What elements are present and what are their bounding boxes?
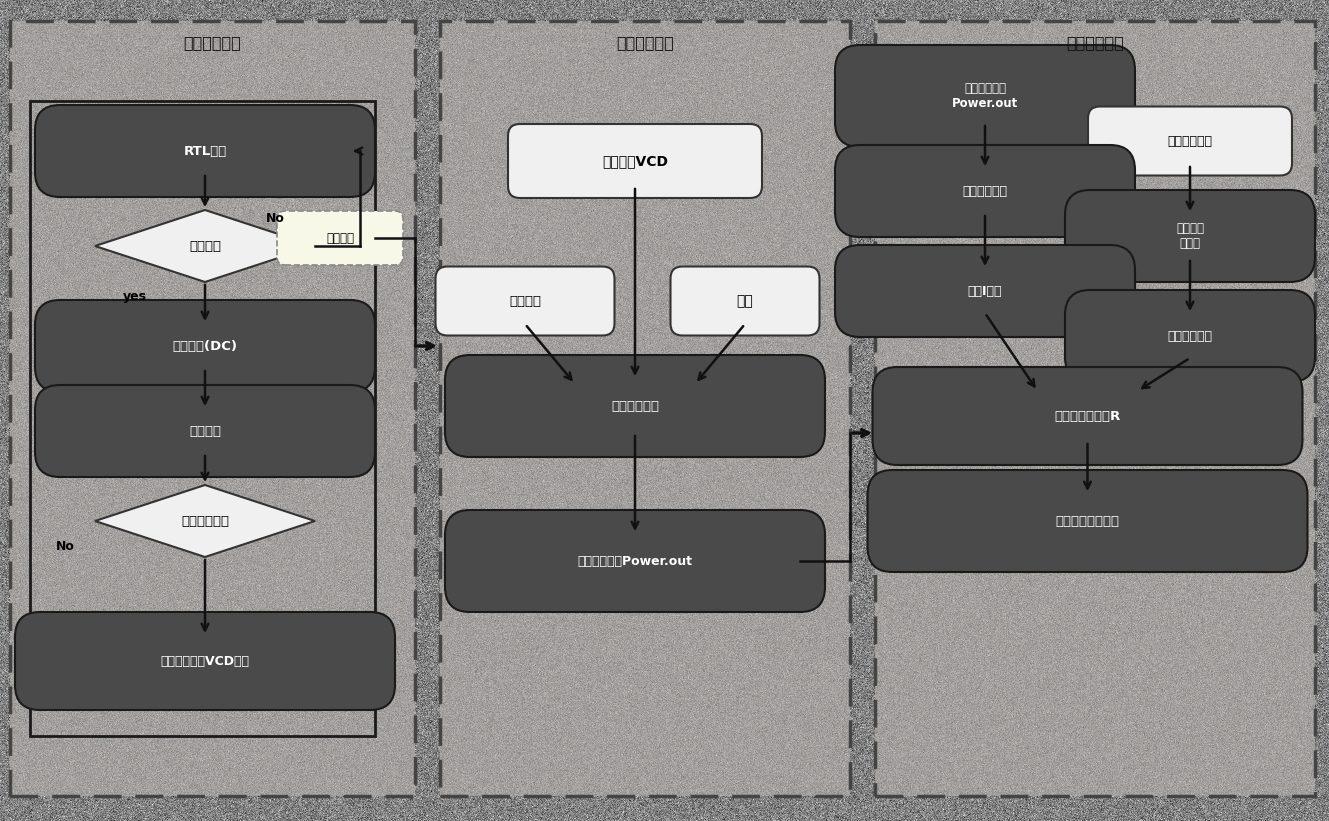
Text: 功耗分析工具: 功耗分析工具 [611,400,659,412]
Polygon shape [94,210,315,282]
FancyBboxPatch shape [873,367,1302,465]
Text: 功能验证: 功能验证 [189,240,221,253]
Text: 计算模拟
相关值: 计算模拟 相关值 [1176,222,1204,250]
Text: 绘制相关性曲线图: 绘制相关性曲线图 [1055,515,1119,528]
Text: 波谱数据处理: 波谱数据处理 [962,185,1007,198]
Text: 功耗分析模块: 功耗分析模块 [1066,35,1124,51]
FancyBboxPatch shape [835,245,1135,337]
Text: 功耗仿真文件Power.out: 功耗仿真文件Power.out [578,554,692,567]
Text: 计算相关性矩阵R: 计算相关性矩阵R [1054,410,1120,423]
Text: 网表: 网表 [736,294,754,308]
Text: 仿真波形生成VCD文件: 仿真波形生成VCD文件 [161,654,250,667]
FancyBboxPatch shape [436,267,614,336]
Text: No: No [266,212,284,224]
FancyBboxPatch shape [276,211,403,265]
FancyBboxPatch shape [508,124,762,198]
Text: 位层仿真: 位层仿真 [189,424,221,438]
Text: 波形文件VCD: 波形文件VCD [602,154,668,168]
Text: yes: yes [124,290,148,302]
Polygon shape [94,485,315,557]
Text: 设计约束: 设计约束 [509,295,541,308]
FancyBboxPatch shape [1065,190,1314,282]
FancyBboxPatch shape [1065,290,1314,382]
Text: No: No [56,539,74,553]
Bar [440,21,851,796]
FancyBboxPatch shape [835,45,1135,147]
Text: 计算I相关: 计算I相关 [968,285,1002,297]
FancyBboxPatch shape [445,355,825,457]
FancyBboxPatch shape [868,470,1308,572]
FancyBboxPatch shape [35,385,375,477]
FancyBboxPatch shape [445,510,825,612]
FancyBboxPatch shape [15,612,395,710]
Bar [874,21,1314,796]
Text: 选择关键变量: 选择关键变量 [1167,329,1212,342]
Bar [11,21,415,796]
FancyBboxPatch shape [671,267,820,336]
Text: 功耗仿真模块: 功耗仿真模块 [617,35,674,51]
Text: 功耗仿真文件
Power.out: 功耗仿真文件 Power.out [952,82,1018,110]
Text: 网表功能验证: 网表功能验证 [181,515,229,528]
Text: 功能仿真模块: 功能仿真模块 [183,35,242,51]
Text: RTL仿真: RTL仿真 [183,144,227,158]
FancyBboxPatch shape [1088,107,1292,176]
FancyBboxPatch shape [835,145,1135,237]
FancyBboxPatch shape [35,300,375,392]
Text: 设计约束: 设计约束 [326,232,354,245]
FancyBboxPatch shape [35,105,375,197]
Text: 逐步综合(DC): 逐步综合(DC) [173,340,238,352]
Text: 已知明文数据: 已知明文数据 [1167,135,1212,148]
